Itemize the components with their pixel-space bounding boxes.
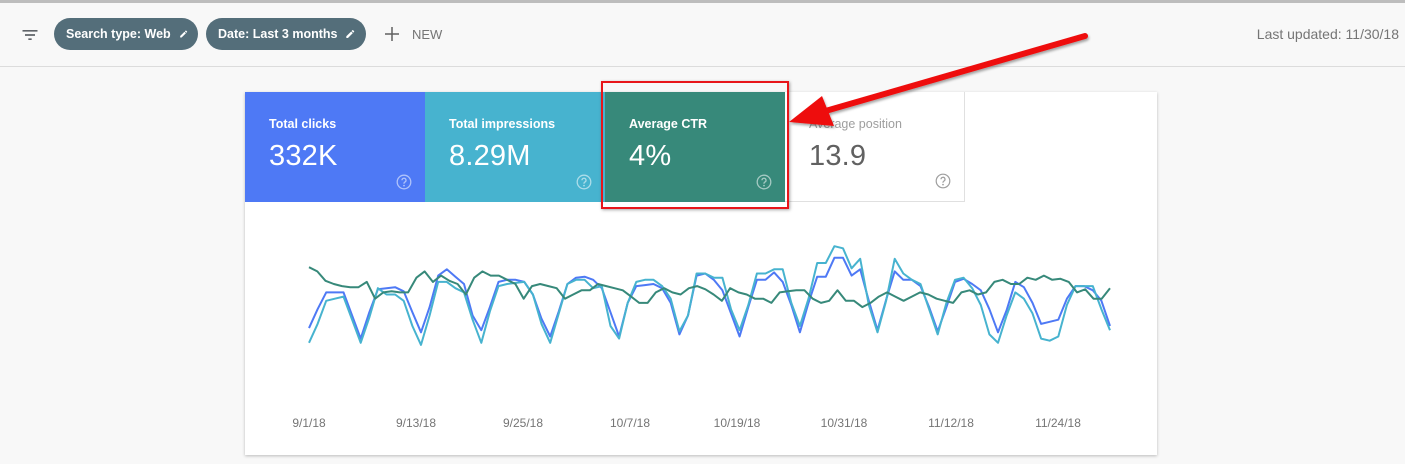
new-button-label: NEW [412, 26, 443, 42]
pencil-icon[interactable] [179, 27, 188, 41]
x-axis-tick-label: 10/19/18 [713, 416, 761, 430]
help-icon[interactable] [756, 174, 772, 190]
last-updated-text: Last updated: 11/30/18 [1256, 26, 1399, 42]
new-filter-button[interactable]: NEW [384, 20, 442, 48]
metric-value: 13.9 [809, 140, 867, 172]
series-line-total-clicks [308, 256, 1111, 340]
x-axis-tick-label: 10/31/18 [820, 416, 868, 430]
x-axis-tick-label: 11/24/18 [1035, 416, 1081, 430]
x-axis-tick-label: 11/12/18 [928, 416, 974, 430]
metric-tile-total-impressions[interactable]: Total impressions 8.29M [425, 92, 605, 202]
chip-label: Date: Last 3 months [218, 27, 338, 41]
metric-label: Average CTR [629, 117, 708, 131]
series-line-average-ctr [308, 266, 1111, 309]
help-icon[interactable] [576, 174, 592, 190]
metric-tile-total-clicks[interactable]: Total clicks 332K [245, 92, 425, 202]
date-filter-chip[interactable]: Date: Last 3 months [206, 18, 366, 50]
metric-value: 8.29M [449, 140, 531, 172]
plus-icon [385, 27, 399, 41]
x-axis-tick-label: 9/25/18 [502, 416, 544, 430]
performance-card: Total clicks 332K Total impressions 8.29… [245, 92, 1157, 455]
help-icon[interactable] [396, 174, 412, 190]
metric-value: 4% [629, 140, 672, 172]
chip-label: Search type: Web [66, 27, 171, 41]
metric-label: Total impressions [449, 117, 556, 131]
metric-label: Total clicks [269, 117, 337, 131]
pencil-icon[interactable] [345, 27, 356, 41]
x-axis-tick-label: 9/1/18 [292, 416, 326, 430]
search-type-filter-chip[interactable]: Search type: Web [54, 18, 198, 50]
metric-tile-average-ctr[interactable]: Average CTR 4% [605, 92, 785, 202]
filter-list-icon[interactable] [20, 25, 40, 45]
metric-value: 332K [269, 140, 338, 172]
series-line-total-impressions [308, 245, 1111, 346]
help-icon[interactable] [935, 173, 951, 189]
filter-toolbar: Search type: Web Date: Last 3 months NEW… [0, 3, 1405, 67]
performance-line-chart[interactable] [245, 92, 1157, 455]
x-axis-tick-label: 9/13/18 [395, 416, 437, 430]
x-axis-tick-label: 10/7/18 [609, 416, 651, 430]
window-top-edge [0, 0, 1405, 3]
